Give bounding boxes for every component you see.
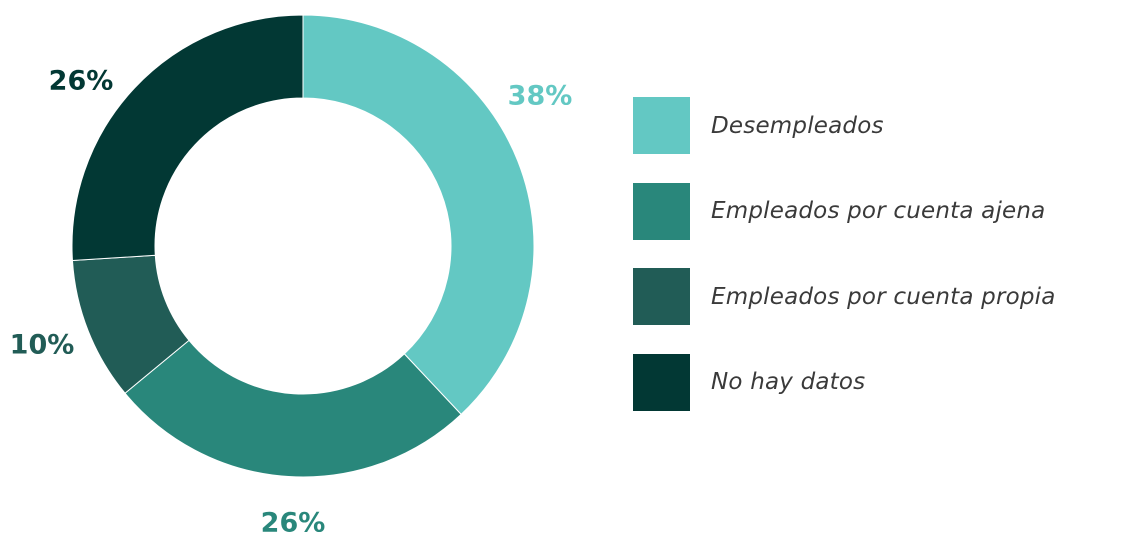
slice-value-label-3: 26% <box>49 66 114 97</box>
legend-label: Desempleados <box>711 112 884 139</box>
slice-value-label-0: 38% <box>508 81 573 112</box>
legend-label: Empleados por cuenta propia <box>711 283 1056 310</box>
legend-item-no-hay-datos: No hay datos <box>633 353 1123 411</box>
legend-item-cuenta-propia: Empleados por cuenta propia <box>633 268 1123 325</box>
legend-label: No hay datos <box>711 369 866 395</box>
donut-slice-0 <box>302 14 535 416</box>
legend-item-cuenta-ajena: Empleados por cuenta ajena <box>633 182 1123 240</box>
legend-swatch <box>633 97 690 154</box>
legend-swatch <box>633 353 690 411</box>
slice-value-label-2: 10% <box>10 330 75 361</box>
legend-label: Empleados por cuenta ajena <box>711 198 1046 224</box>
slice-value-label-1: 26% <box>261 508 326 537</box>
chart-legend: Desempleados Empleados por cuenta ajena … <box>633 97 1123 439</box>
legend-swatch <box>633 268 690 325</box>
donut-slice-3 <box>71 14 304 262</box>
legend-swatch <box>633 182 690 240</box>
slice-labels: 38% 26% 10% 26% <box>10 66 573 537</box>
donut-slices <box>71 14 535 478</box>
legend-item-desempleados: Desempleados <box>633 97 1123 154</box>
donut-slice-1 <box>124 339 462 478</box>
